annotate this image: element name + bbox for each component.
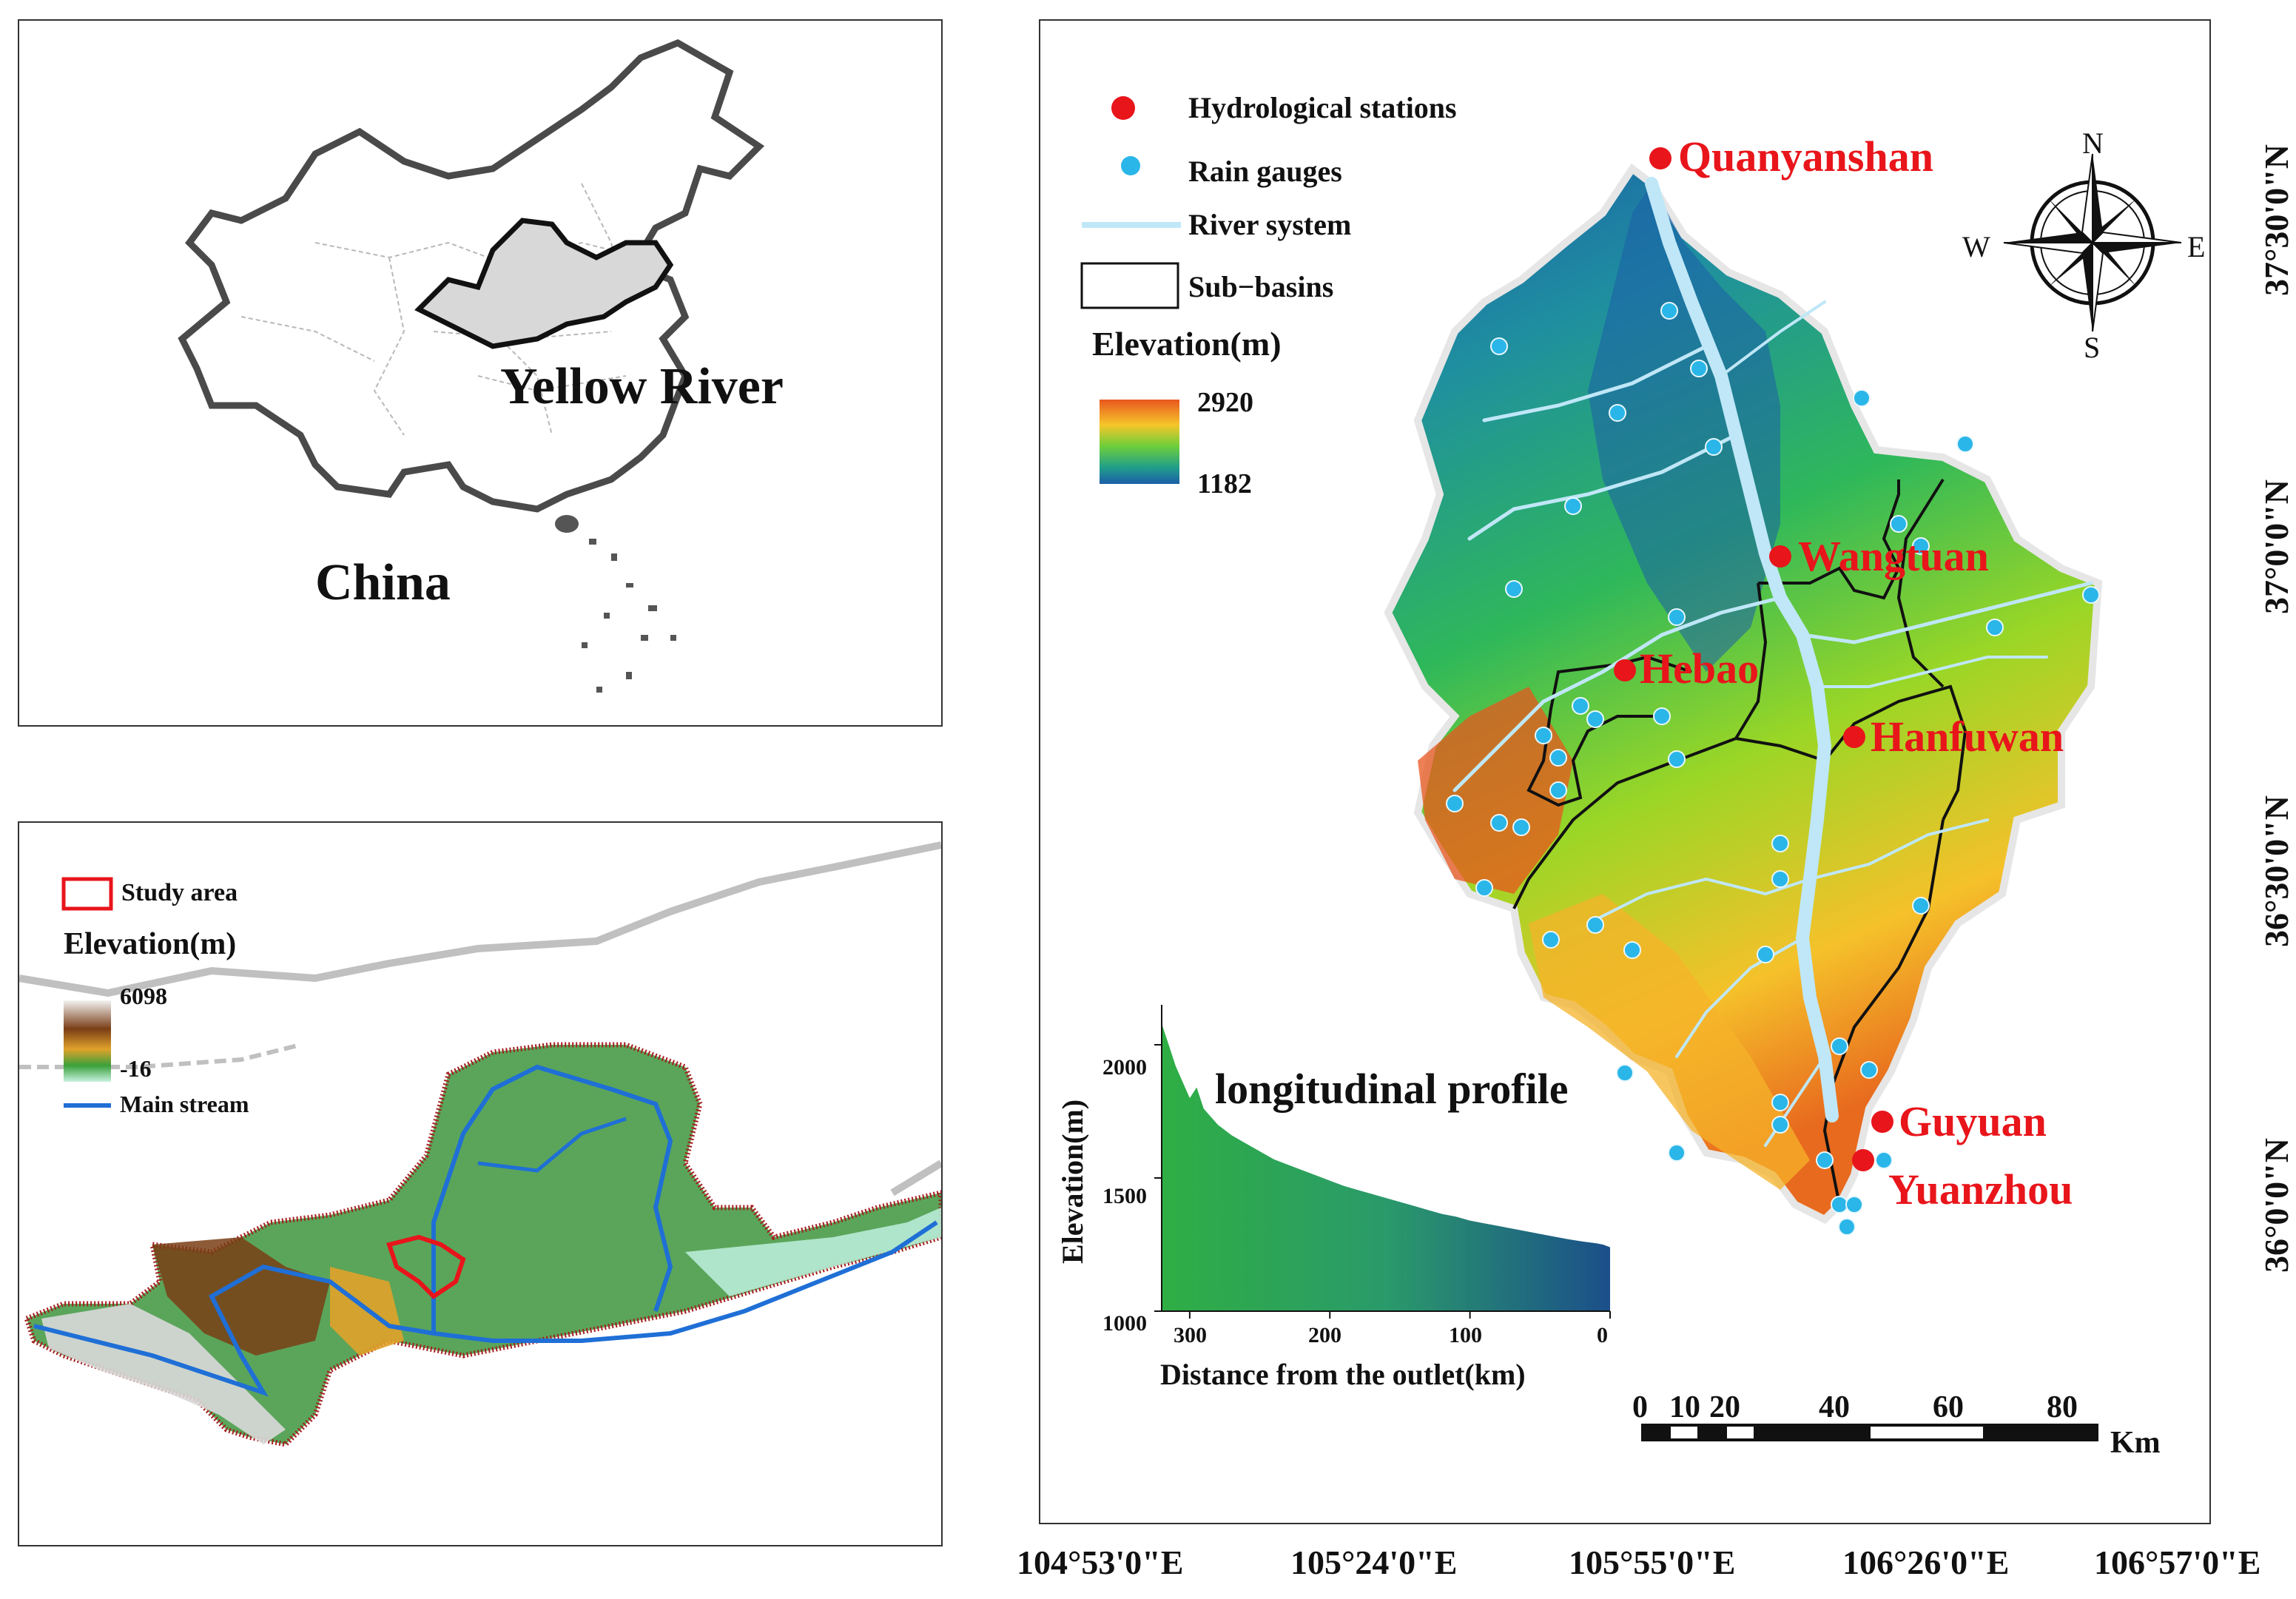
secondary-boundary bbox=[19, 1043, 301, 1069]
compass-w: W bbox=[1962, 230, 1990, 263]
profile-ticks bbox=[1154, 1044, 1611, 1319]
compass-rose bbox=[2003, 153, 2182, 332]
main-map-panel: Hydrological stations Rain gauges River … bbox=[1039, 19, 2211, 1524]
legend-elevation-ramp bbox=[1100, 400, 1179, 484]
scale-tick-60: 60 bbox=[1933, 1390, 1964, 1424]
scale-tick-80: 80 bbox=[2047, 1390, 2078, 1424]
profile-xtick-200: 200 bbox=[1308, 1323, 1341, 1347]
yellow-river-basin bbox=[414, 218, 674, 349]
legend-elev-max: 6098 bbox=[120, 983, 167, 1009]
national-boundary bbox=[19, 841, 941, 997]
station-label-quanyanshan: Quanyanshan bbox=[1678, 132, 1933, 181]
legend-station-symbol bbox=[1111, 96, 1135, 120]
legend-river-label: River system bbox=[1188, 208, 1352, 241]
legend-elev-title: Elevation(m) bbox=[1092, 325, 1282, 363]
scale-tick-0: 0 bbox=[1632, 1390, 1648, 1424]
legend-gauge-symbol bbox=[1121, 156, 1140, 175]
station-label-yuanzhou: Yuanzhou bbox=[1888, 1165, 2073, 1213]
yellow-river-label: Yellow River bbox=[500, 358, 784, 415]
legend-subbasin-symbol bbox=[1080, 262, 1179, 309]
scale-tick-20: 20 bbox=[1709, 1390, 1740, 1424]
lat-label-1: 37°30'0"N bbox=[2258, 144, 2295, 296]
scale-tick-40: 40 bbox=[1819, 1390, 1850, 1424]
south-sea-islands bbox=[555, 515, 676, 693]
compass-e: E bbox=[2187, 230, 2206, 263]
profile-ytick-2000: 2000 bbox=[1102, 1055, 1147, 1080]
main-stream-line bbox=[33, 1220, 938, 1397]
profile-xtick-100: 100 bbox=[1449, 1323, 1482, 1347]
legend-elev-min: -16 bbox=[120, 1055, 152, 1082]
legend-study-label: Study area bbox=[121, 879, 238, 906]
compass-n: N bbox=[2082, 127, 2104, 160]
china-outline bbox=[178, 39, 765, 513]
legend-elev-title: Elevation(m) bbox=[64, 927, 237, 961]
study-area-outline bbox=[386, 1234, 466, 1299]
legend-station-label: Hydrological stations bbox=[1188, 91, 1457, 124]
legend-elev-max: 2920 bbox=[1197, 387, 1253, 418]
profile-area bbox=[1162, 1023, 1610, 1311]
scale-unit: Km bbox=[2110, 1426, 2161, 1460]
scale-bar bbox=[1641, 1424, 2098, 1441]
profile-title: longitudinal profile bbox=[1215, 1065, 1569, 1113]
legend-gauge-label: Rain gauges bbox=[1188, 155, 1342, 188]
lon-label-2: 105°24'0"E bbox=[1290, 1544, 1458, 1581]
legend-subbasin-label: Sub−basins bbox=[1188, 270, 1334, 303]
profile-xtick-300: 300 bbox=[1174, 1323, 1207, 1347]
lat-label-3: 36°30'0"N bbox=[2258, 795, 2295, 947]
station-label-hebao: Hebao bbox=[1640, 644, 1760, 693]
river-system bbox=[1452, 177, 2093, 1147]
profile-xlabel: Distance from the outlet(km) bbox=[1160, 1358, 1526, 1391]
legend-mainstream-label: Main stream bbox=[120, 1091, 249, 1117]
station-label-wangtuan: Wangtuan bbox=[1798, 532, 1989, 580]
china-inset-panel: Yellow River China bbox=[18, 19, 943, 727]
profile-ytick-1000: 1000 bbox=[1102, 1311, 1147, 1336]
legend-elev-ramp bbox=[64, 1000, 111, 1082]
profile-chart bbox=[1154, 1005, 1611, 1319]
scale-tick-10: 10 bbox=[1669, 1390, 1700, 1424]
china-label: China bbox=[315, 554, 451, 611]
hydrological-stations bbox=[1614, 147, 1893, 1171]
lon-label-5: 106°57'0"E bbox=[2094, 1544, 2261, 1581]
compass-s: S bbox=[2084, 331, 2101, 364]
lon-label-1: 104°53'0"E bbox=[1017, 1544, 1184, 1581]
china-map bbox=[178, 39, 765, 693]
station-label-guyuan: Guyuan bbox=[1899, 1097, 2047, 1145]
station-label-hanfuwan: Hanfuwan bbox=[1871, 713, 2064, 761]
legend-study-swatch bbox=[61, 877, 113, 911]
basin-map bbox=[19, 841, 941, 1447]
lon-label-3: 105°55'0"E bbox=[1569, 1544, 1736, 1581]
lat-label-4: 36°0'0"N bbox=[2258, 1138, 2295, 1273]
rain-gauges bbox=[1446, 302, 2100, 1236]
lat-label-2: 37°0'0"N bbox=[2258, 479, 2295, 614]
profile-ytick-1500: 1500 bbox=[1102, 1184, 1147, 1208]
watershed-map bbox=[1080, 96, 2182, 1441]
coastline bbox=[890, 1159, 941, 1196]
legend-elev-min: 1182 bbox=[1197, 468, 1252, 499]
profile-ylabel: Elevation(m) bbox=[1056, 1099, 1089, 1264]
profile-xtick-0: 0 bbox=[1597, 1323, 1608, 1347]
lon-label-4: 106°26'0"E bbox=[1842, 1544, 2010, 1581]
basin-inset-panel: Study area Elevation(m) 6098 -16 Main st… bbox=[18, 821, 943, 1546]
